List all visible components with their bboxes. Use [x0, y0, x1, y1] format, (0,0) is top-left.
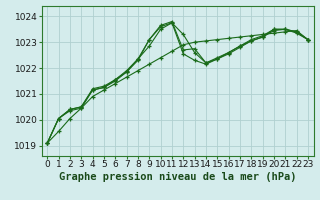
X-axis label: Graphe pression niveau de la mer (hPa): Graphe pression niveau de la mer (hPa) — [59, 172, 296, 182]
